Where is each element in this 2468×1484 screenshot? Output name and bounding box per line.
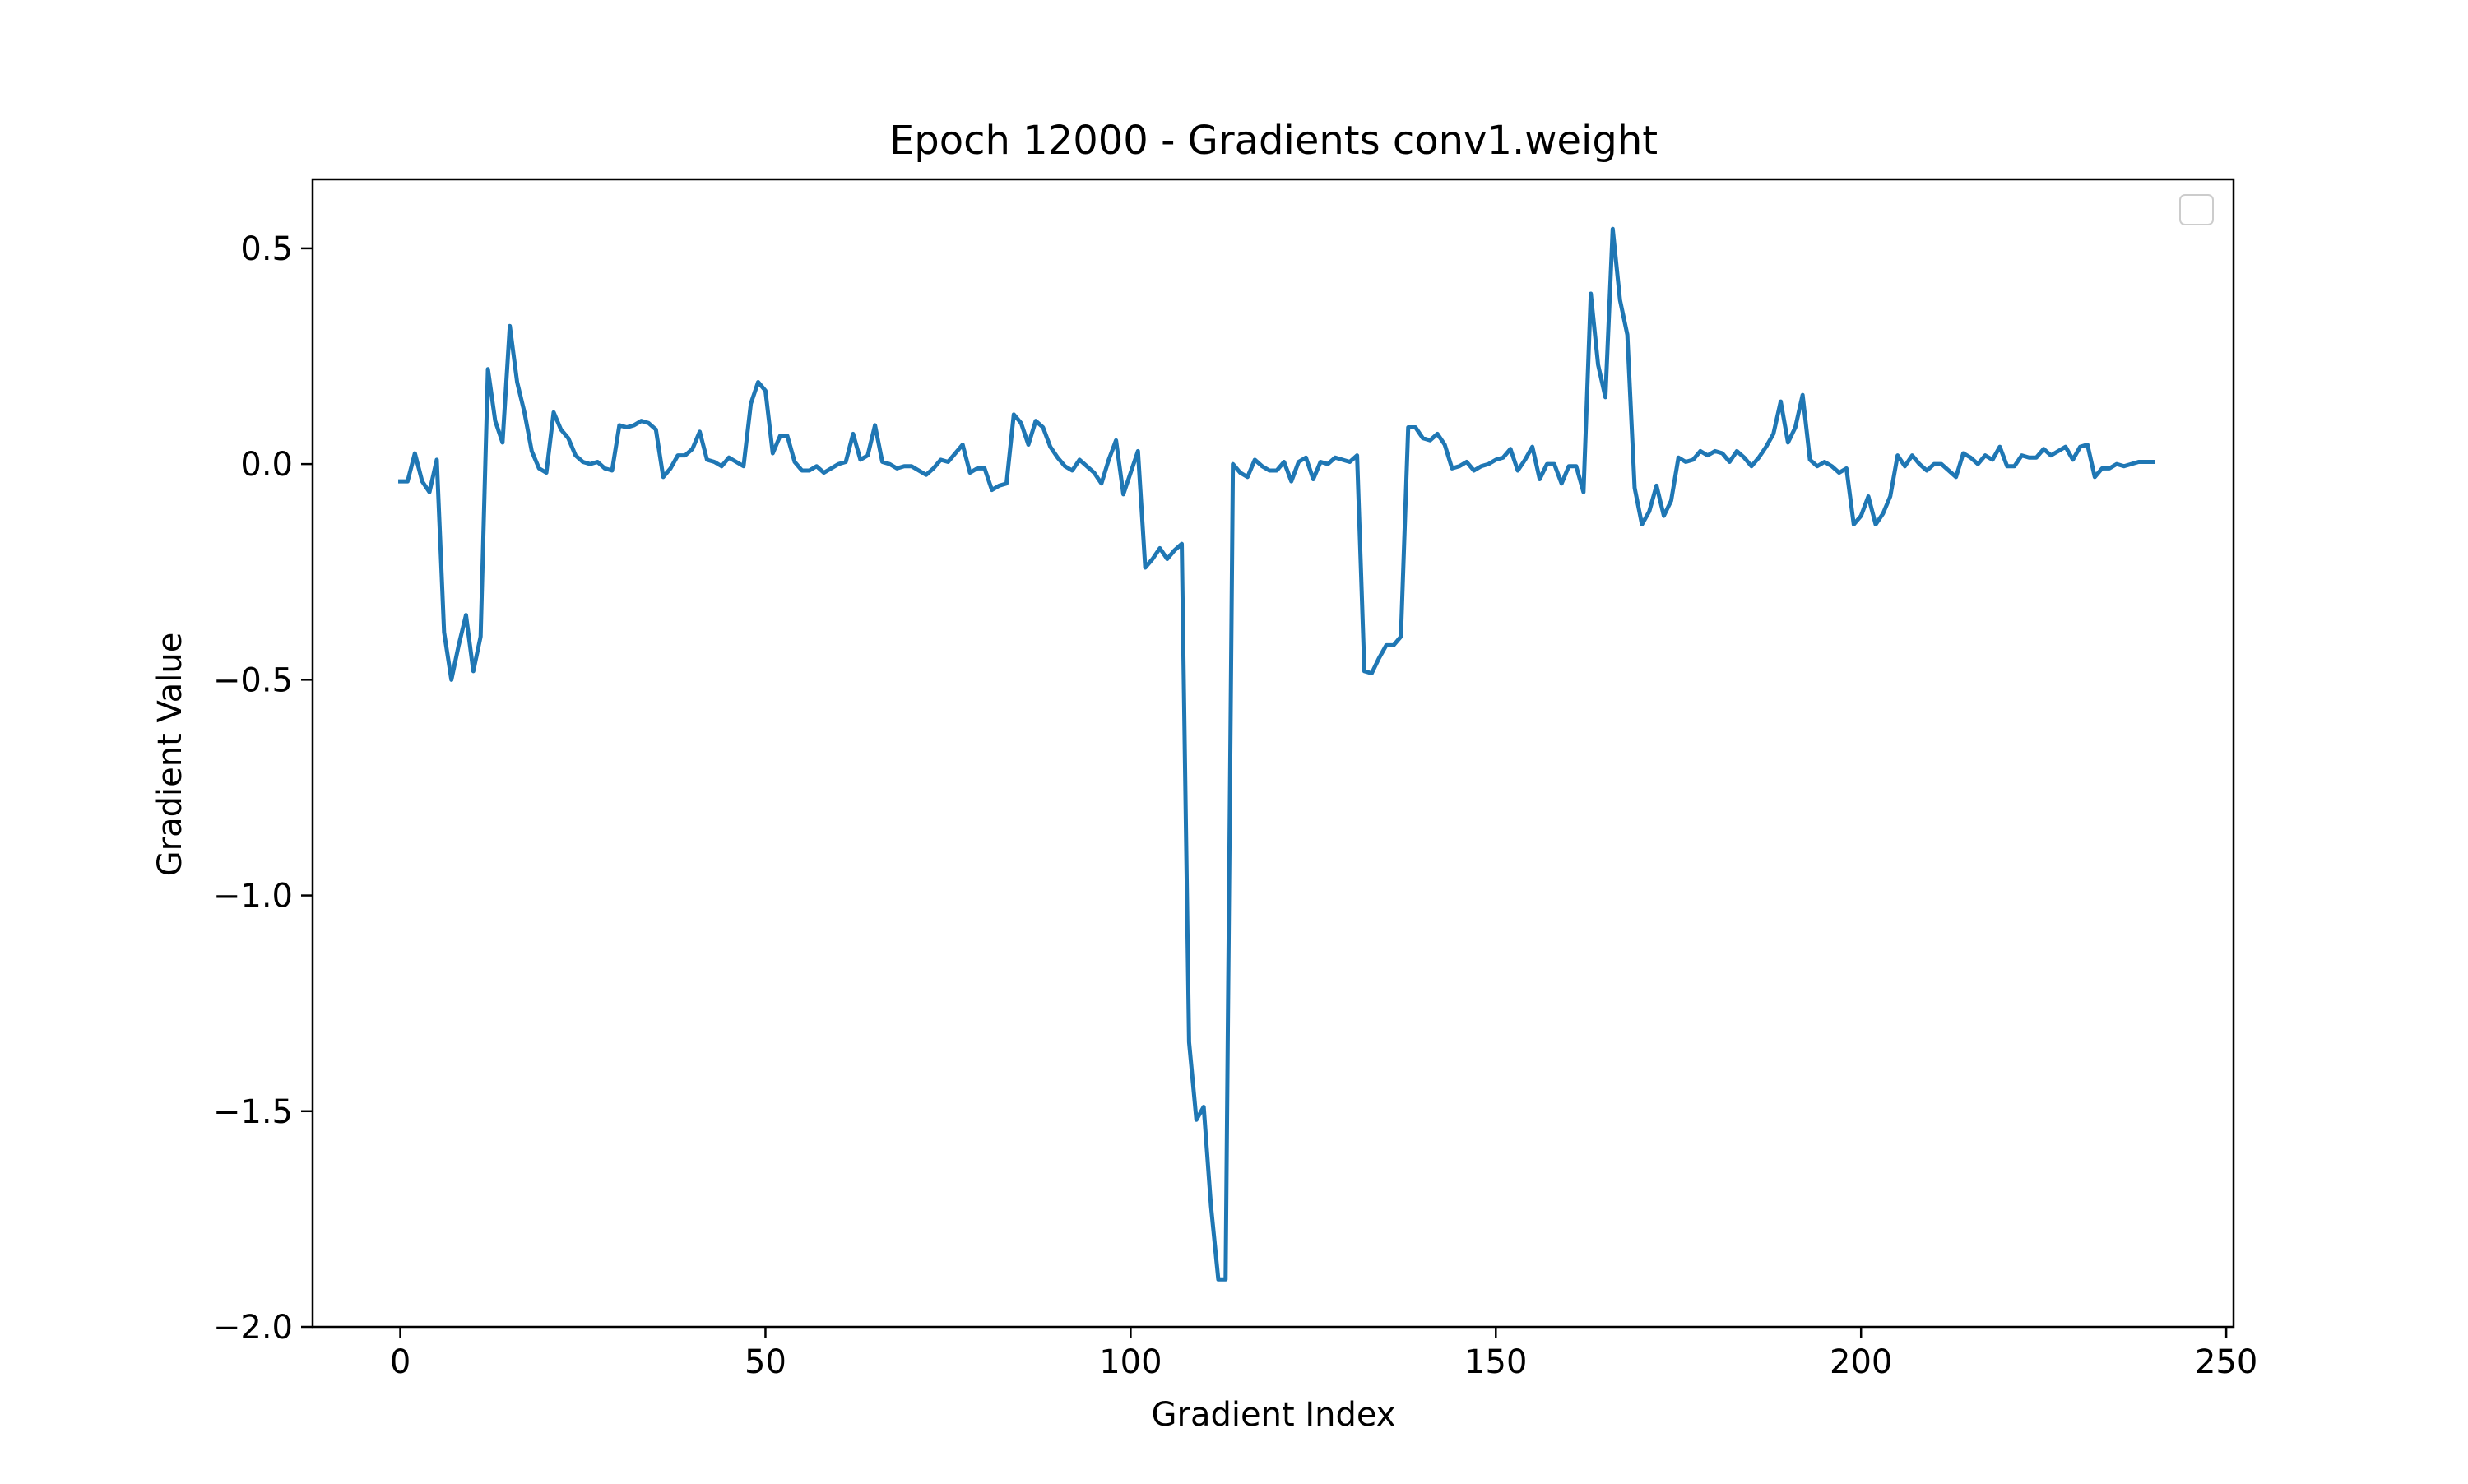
y-tick-label: −2.0 (213, 1309, 293, 1347)
legend-box (2179, 194, 2214, 225)
x-tick-label: 150 (1464, 1343, 1527, 1381)
series-line-0 (398, 226, 2155, 1282)
plot-area: 0 50 100 150 200 250 0.5 0.0 −0.5 −1.0 −1.5 −2.0 (213, 226, 2257, 1381)
x-axis-label: Gradient Index (1152, 1396, 1396, 1434)
x-tick-label: 50 (745, 1343, 786, 1381)
y-tick-label: −1.5 (213, 1093, 293, 1131)
x-tick-label: 200 (1830, 1343, 1892, 1381)
y-tick-label: 0.0 (240, 446, 293, 484)
x-tick-label: 250 (2195, 1343, 2257, 1381)
y-tick-label: 0.5 (240, 230, 293, 268)
x-tick-label: 100 (1099, 1343, 1162, 1381)
plot-frame (311, 178, 2235, 1329)
y-tick-label: −1.0 (213, 878, 293, 916)
chart-title: Epoch 12000 - Gradients conv1.weight (889, 118, 1658, 164)
y-axis-label: Gradient Value (151, 633, 189, 877)
x-tick-label: 0 (390, 1343, 411, 1381)
y-tick-label: −0.5 (213, 661, 293, 699)
